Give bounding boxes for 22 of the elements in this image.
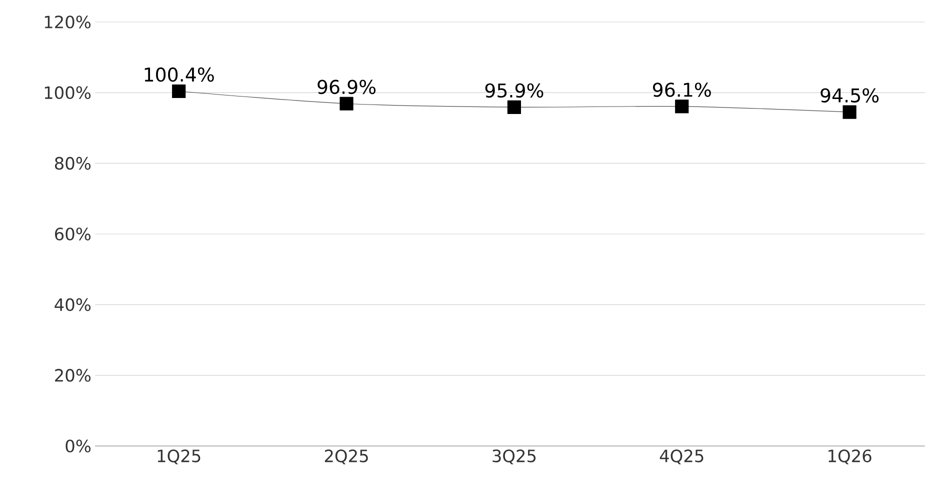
- data-label: 95.9%: [485, 83, 544, 98]
- x-tick-label: 1Q25: [158, 450, 200, 464]
- x-tick-label: 1Q26: [828, 450, 872, 464]
- y-tick-label: 100%: [44, 86, 91, 100]
- x-tick-label: 2Q25: [324, 450, 368, 464]
- y-tick-label: 60%: [55, 228, 91, 240]
- point: [172, 84, 186, 98]
- y-tick-label: 0%: [66, 440, 91, 452]
- x-tick-label: 3Q25: [492, 450, 536, 464]
- point: [675, 100, 689, 114]
- y-tick-label: 20%: [55, 368, 91, 382]
- y-tick-label: 80%: [54, 156, 91, 170]
- y-tick-label: 120%: [44, 16, 91, 28]
- y-tick-label: 40%: [54, 298, 91, 312]
- x-tick-label: 4Q25: [660, 450, 704, 464]
- point: [507, 100, 521, 114]
- data-label: 94.5%: [820, 88, 879, 103]
- point: [842, 105, 856, 119]
- data-label: 96.9%: [318, 80, 376, 94]
- data-label: 96.1%: [653, 82, 711, 97]
- point: [340, 96, 354, 110]
- data-label: 100.4%: [144, 67, 214, 82]
